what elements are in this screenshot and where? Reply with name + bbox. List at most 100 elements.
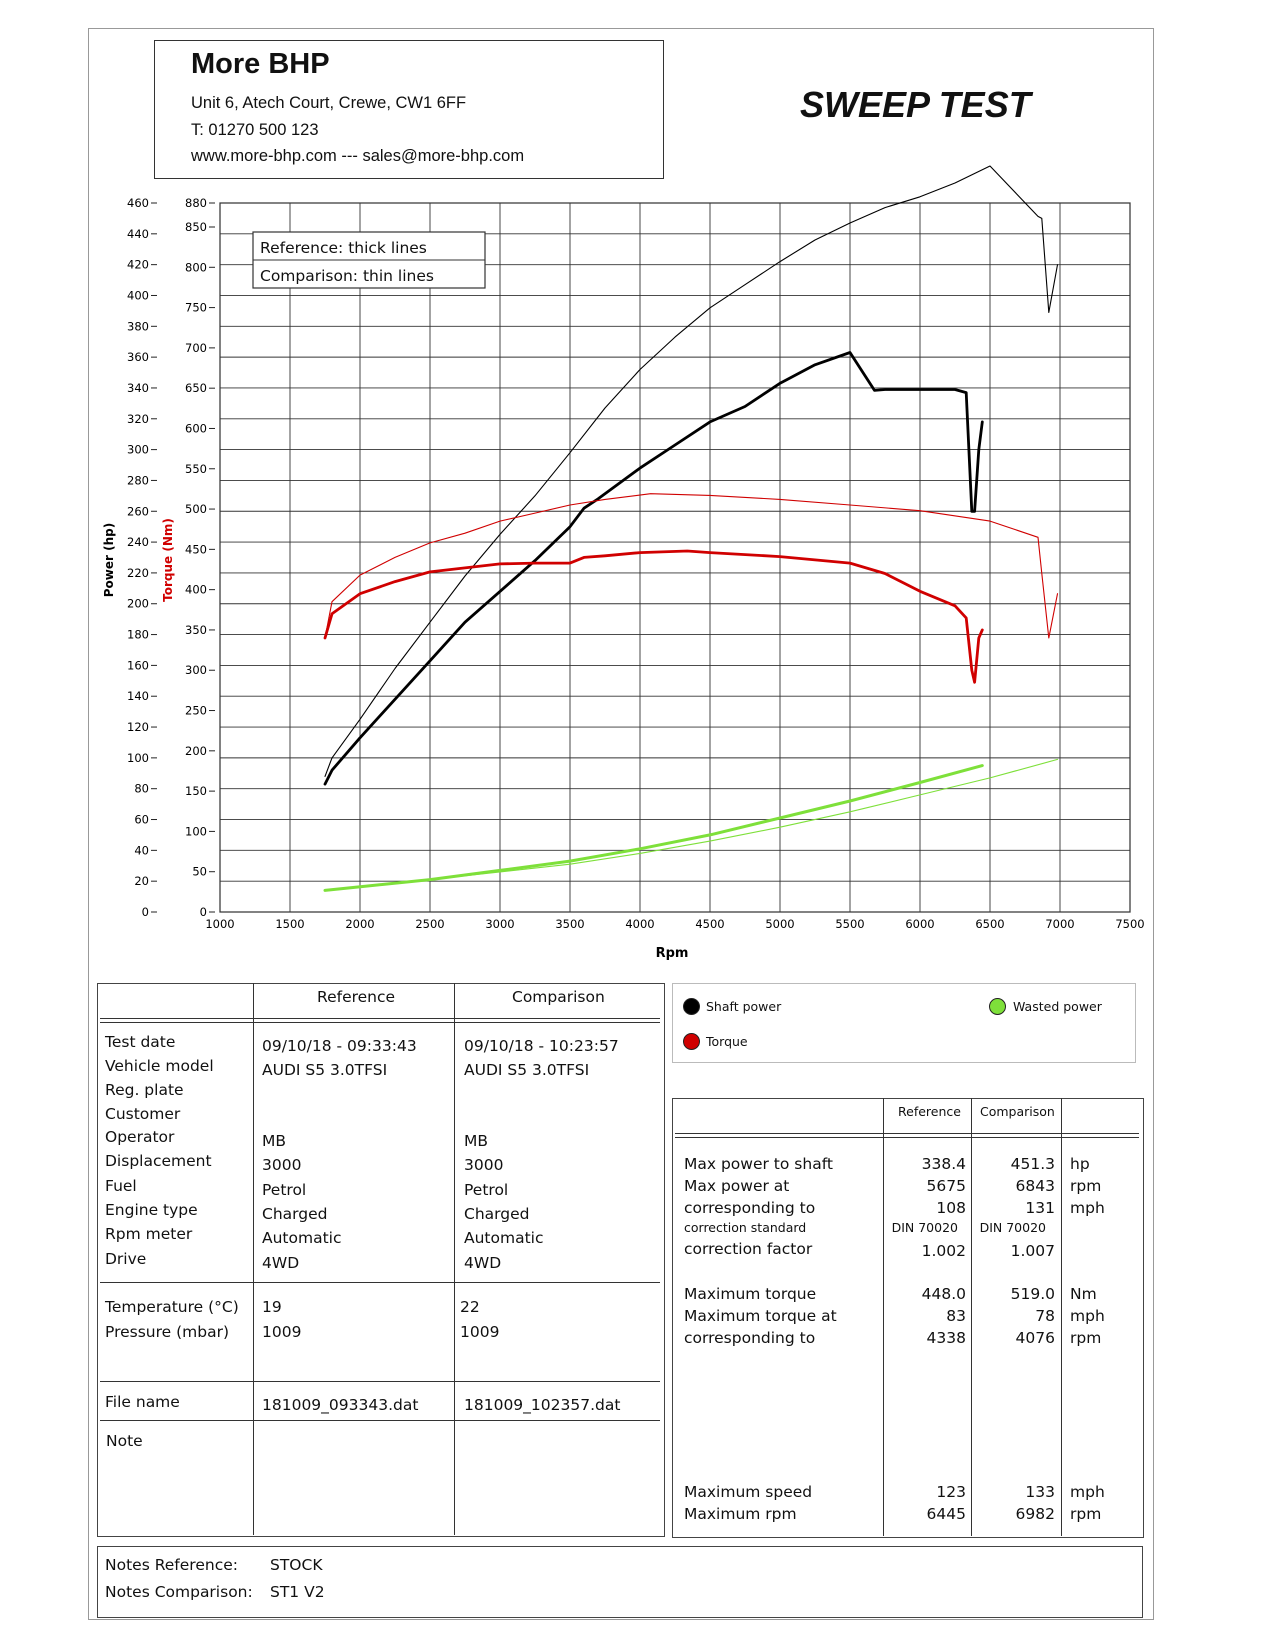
result-label: corresponding to <box>684 1329 816 1347</box>
info-label: Reg. plate <box>105 1081 184 1099</box>
chart-series <box>323 165 1059 892</box>
file-reference: 181009_093343.dat <box>262 1396 419 1414</box>
power-tick-label: 40 <box>134 843 149 857</box>
correction-factor-label: correction factor <box>684 1240 813 1258</box>
info-col-comparison: Comparison <box>512 988 605 1006</box>
torque-tick-label: 600 <box>185 421 207 435</box>
result-comparison-value: 133 <box>1025 1483 1055 1501</box>
result-unit: rpm <box>1070 1177 1102 1195</box>
info-table <box>97 983 665 1537</box>
power-tick-label: 280 <box>127 473 149 487</box>
company-web: www.more-bhp.com --- sales@more-bhp.com <box>191 147 525 165</box>
torque-tick-label: 650 <box>185 381 207 395</box>
power-tick-label: 380 <box>127 319 149 333</box>
x-tick-label: 2500 <box>415 917 444 931</box>
chart-note-comparison: Comparison: thin lines <box>260 267 434 285</box>
result-label: Maximum speed <box>684 1483 813 1501</box>
result-unit: mph <box>1070 1199 1105 1217</box>
info-label: Customer <box>105 1105 181 1123</box>
torque-comparison-line <box>324 493 1059 639</box>
power-tick-label: 340 <box>127 381 149 395</box>
torque-tick-label: 200 <box>185 744 207 758</box>
x-tick-label: 3500 <box>555 917 584 931</box>
x-tick-label: 5000 <box>765 917 794 931</box>
torque-tick-label: 350 <box>185 623 207 637</box>
torque-tick-label: 50 <box>192 865 207 879</box>
power-tick-label: 200 <box>127 597 149 611</box>
info-comparison-value: 09/10/18 - 10:23:57 <box>464 1037 619 1055</box>
torque-tick-label: 850 <box>185 220 207 234</box>
power-tick-label: 100 <box>127 751 149 765</box>
legend-wasted-power: Wasted power <box>1013 999 1102 1014</box>
info-label: Rpm meter <box>105 1225 193 1243</box>
shaft-power-reference-line <box>323 351 984 786</box>
info-comparison-value: Automatic <box>464 1229 544 1247</box>
info-reference-value: Petrol <box>262 1181 307 1199</box>
chart-grid <box>219 202 1131 913</box>
torque-reference-line <box>323 549 984 684</box>
wasted-power-comparison-line <box>324 758 1059 891</box>
result-unit: hp <box>1070 1155 1090 1173</box>
info-col-reference: Reference <box>317 988 396 1006</box>
company-phone: T: 01270 500 123 <box>191 121 319 139</box>
correction-standard-label: correction standard <box>684 1220 807 1235</box>
result-comparison-value: 131 <box>1025 1199 1055 1217</box>
wasted-power-legend-dot <box>989 998 1006 1015</box>
result-unit: Nm <box>1070 1285 1097 1303</box>
torque-tick-label: 500 <box>185 502 207 516</box>
notes-comparison-label: Notes Comparison: <box>105 1583 253 1601</box>
result-label: Maximum torque <box>684 1285 817 1303</box>
info-label: Test date <box>105 1033 176 1051</box>
results-col-comparison: Comparison <box>980 1104 1055 1119</box>
correction-standard-ref: DIN 70020 <box>891 1220 958 1235</box>
info-reference-value: MB <box>262 1132 287 1150</box>
power-tick-label: 460 <box>127 196 149 210</box>
torque-tick-label: 150 <box>185 784 207 798</box>
torque-tick-label: 700 <box>185 341 207 355</box>
torque-tick-label: 800 <box>185 260 207 274</box>
power-tick-label: 120 <box>127 720 149 734</box>
result-reference-value: 5675 <box>926 1177 966 1195</box>
legend-box <box>672 983 1136 1063</box>
result-reference-value: 108 <box>936 1199 966 1217</box>
result-reference-value: 338.4 <box>921 1155 966 1173</box>
info-label: Vehicle model <box>105 1057 214 1075</box>
power-tick-label: 240 <box>127 535 149 549</box>
results-col-reference: Reference <box>898 1104 961 1119</box>
torque-tick-label: 400 <box>185 583 207 597</box>
company-address: Unit 6, Atech Court, Crewe, CW1 6FF <box>191 94 467 112</box>
torque-tick-label: 300 <box>185 663 207 677</box>
power-tick-label: 440 <box>127 227 149 241</box>
env-label-temperature: Temperature (°C) <box>105 1298 239 1316</box>
power-tick-label: 220 <box>127 566 149 580</box>
result-reference-value: 4338 <box>926 1329 966 1347</box>
report-sheet <box>88 28 1154 1620</box>
result-comparison-value: 78 <box>1035 1307 1055 1325</box>
torque-legend-dot <box>683 1033 700 1050</box>
torque-tick-label: 880 <box>185 196 207 210</box>
power-tick-label: 160 <box>127 658 149 672</box>
info-label: Fuel <box>105 1177 137 1195</box>
x-tick-label: 2000 <box>345 917 374 931</box>
correction-factor-cmp: 1.007 <box>1010 1242 1055 1260</box>
power-axis-label: Power (hp) <box>102 523 116 597</box>
shaft-power-comparison-line <box>324 165 1059 777</box>
env-ref-temperature: 19 <box>262 1298 282 1316</box>
env-ref-pressure: 1009 <box>262 1323 302 1341</box>
result-reference-value: 448.0 <box>921 1285 966 1303</box>
power-tick-label: 300 <box>127 443 149 457</box>
power-tick-label: 360 <box>127 350 149 364</box>
x-tick-label: 4500 <box>695 917 724 931</box>
info-reference-value: AUDI S5 3.0TFSI <box>262 1061 388 1079</box>
wasted-power-reference-line <box>323 764 984 892</box>
torque-tick-label: 100 <box>185 824 207 838</box>
result-label: Maximum rpm <box>684 1505 797 1523</box>
x-tick-label: 3000 <box>485 917 514 931</box>
chart-axes: 0 20 40 60 80 100 120 140 160 180 200 220 240 260 280 3… <box>127 196 1145 931</box>
x-axis-label: Rpm <box>656 946 689 960</box>
note-label: Note <box>106 1432 143 1450</box>
info-label: Operator <box>105 1128 175 1146</box>
info-comparison-value: 3000 <box>464 1156 504 1174</box>
power-tick-label: 140 <box>127 689 149 703</box>
result-label: Max power to shaft <box>684 1155 833 1173</box>
